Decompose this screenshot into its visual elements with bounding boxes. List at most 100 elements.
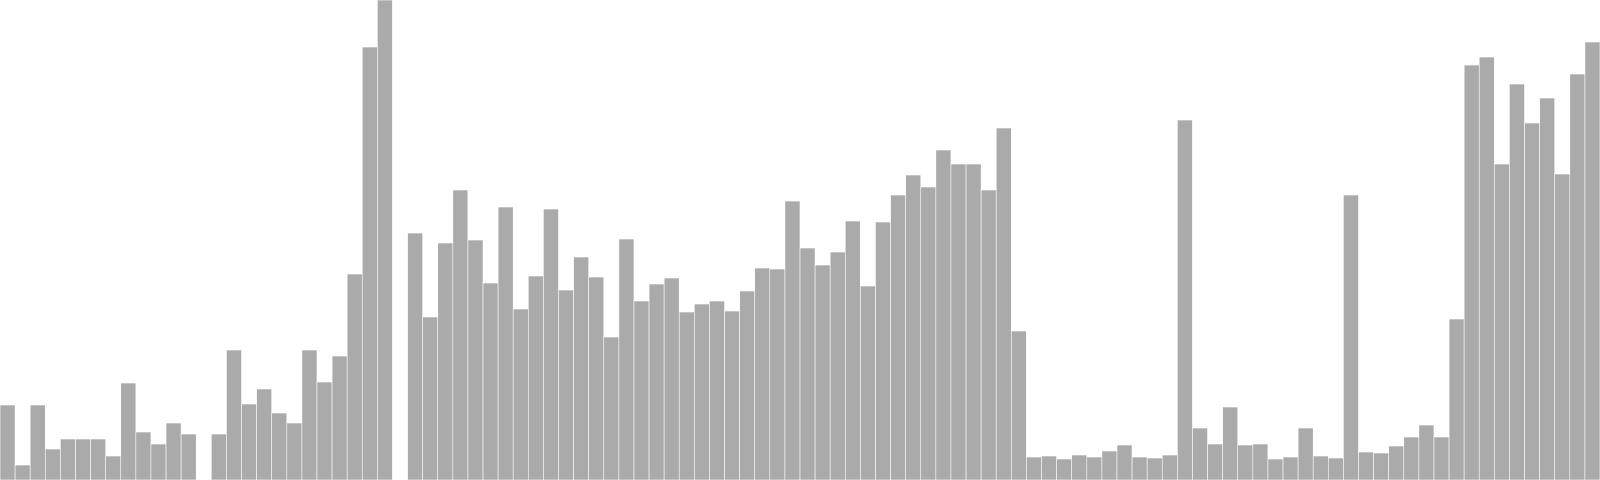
bar xyxy=(920,186,937,480)
bar xyxy=(724,310,740,480)
bar xyxy=(890,194,906,480)
bar xyxy=(814,264,831,480)
bar xyxy=(256,388,272,480)
bar xyxy=(1252,443,1269,480)
bar xyxy=(678,311,695,480)
bar xyxy=(648,283,665,480)
bar xyxy=(1373,452,1389,480)
bar xyxy=(482,282,499,480)
bar xyxy=(1539,97,1556,480)
bar xyxy=(1267,458,1284,480)
bar xyxy=(1207,443,1223,480)
bar xyxy=(1418,424,1435,480)
bar xyxy=(1494,163,1510,480)
bar xyxy=(1554,173,1571,480)
bar xyxy=(1463,64,1480,480)
bar xyxy=(965,163,982,480)
bar xyxy=(1509,83,1525,480)
bar xyxy=(1146,457,1163,480)
bar xyxy=(512,308,529,480)
bar xyxy=(361,46,378,480)
bar xyxy=(1388,445,1405,480)
bar xyxy=(633,300,650,480)
bar xyxy=(1011,330,1027,480)
bar xyxy=(603,336,620,480)
bar xyxy=(1312,455,1329,480)
bar xyxy=(1041,455,1057,480)
bar xyxy=(271,412,288,480)
bar xyxy=(331,355,348,480)
bar xyxy=(754,267,771,480)
bar xyxy=(1358,451,1374,480)
bar xyxy=(1161,454,1178,480)
bar xyxy=(527,275,544,480)
bar xyxy=(709,300,725,480)
bar xyxy=(211,433,227,480)
bar xyxy=(1297,427,1314,480)
bar xyxy=(1569,73,1586,480)
bar xyxy=(90,438,106,480)
bar xyxy=(407,232,423,480)
bar xyxy=(1177,119,1193,480)
bar xyxy=(1433,436,1450,480)
bar xyxy=(543,208,559,480)
bar xyxy=(135,431,152,480)
bar xyxy=(1403,436,1420,480)
bar xyxy=(180,433,197,480)
bar xyxy=(286,422,303,480)
bar xyxy=(1584,41,1600,480)
bar xyxy=(105,455,122,480)
bar xyxy=(226,349,242,480)
bar xyxy=(860,285,876,480)
bar xyxy=(1071,454,1088,480)
bar xyxy=(784,200,801,480)
bar xyxy=(422,316,439,480)
bar xyxy=(799,247,816,480)
bar xyxy=(769,268,786,480)
bar xyxy=(1478,56,1495,480)
bar xyxy=(316,381,333,480)
bar xyxy=(452,189,469,480)
bar xyxy=(467,239,484,480)
bar xyxy=(618,238,635,480)
bar xyxy=(60,438,76,480)
bar xyxy=(829,251,846,480)
bar xyxy=(150,443,167,480)
bar xyxy=(1192,427,1208,480)
bar xyxy=(875,221,891,480)
bar xyxy=(905,174,922,480)
bar xyxy=(29,404,46,480)
bar xyxy=(241,403,257,480)
bar xyxy=(497,206,514,480)
bar xyxy=(44,448,61,480)
bar xyxy=(1448,318,1465,480)
bar xyxy=(1116,444,1133,480)
bar xyxy=(935,149,952,480)
bar xyxy=(346,273,363,480)
bar xyxy=(1222,406,1239,480)
bar xyxy=(1056,458,1072,480)
bar xyxy=(558,289,574,480)
bar xyxy=(437,242,454,480)
bar xyxy=(995,127,1012,480)
bar xyxy=(120,382,137,480)
bar xyxy=(694,303,710,480)
bar xyxy=(950,163,967,480)
bar xyxy=(14,464,31,480)
bar xyxy=(1328,457,1344,480)
bar xyxy=(377,0,393,480)
bar xyxy=(573,256,589,480)
bar xyxy=(1101,450,1118,480)
bar xyxy=(844,220,861,480)
bar xyxy=(301,349,318,480)
bar xyxy=(1524,122,1540,480)
bar xyxy=(663,277,680,480)
bar xyxy=(1343,194,1359,480)
bar xyxy=(1131,456,1148,480)
bar xyxy=(588,276,605,480)
bar xyxy=(165,422,182,480)
bar xyxy=(1282,456,1299,480)
bar xyxy=(1086,456,1103,480)
